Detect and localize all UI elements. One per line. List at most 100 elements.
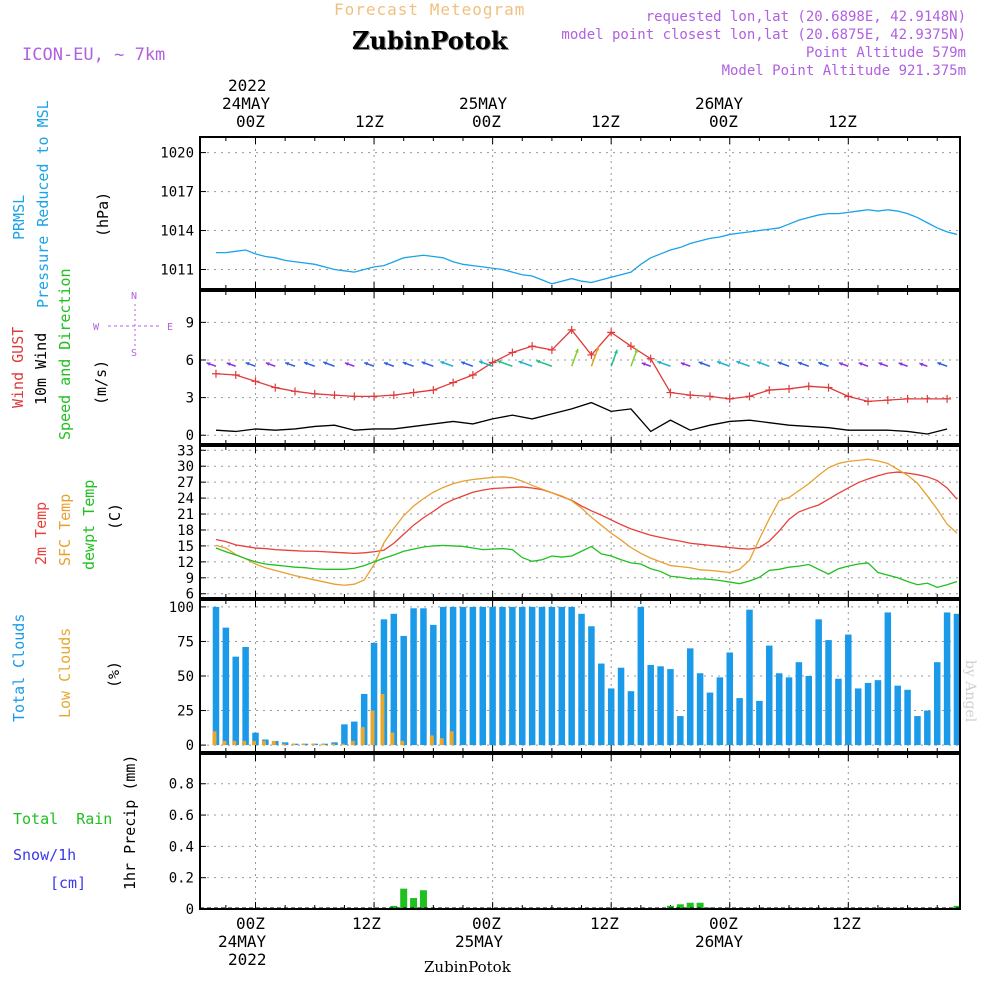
bar-total-clouds: [568, 606, 575, 746]
y-tick-label: 6: [186, 353, 194, 369]
station-name: ZubinPotok: [352, 26, 508, 55]
p3-unit: (C): [106, 503, 124, 530]
wind-arrow-head: [440, 361, 445, 365]
panel-frame: [199, 290, 961, 445]
bar-total-clouds: [469, 606, 477, 746]
bar-total-clouds: [835, 678, 842, 746]
bar-total-clouds: [667, 669, 674, 746]
y-tick-label: 24: [177, 491, 194, 507]
wind-arrow-head: [858, 362, 863, 366]
bar-total-clouds: [341, 724, 348, 746]
gust-point: [488, 358, 497, 367]
wind-arrow-head: [657, 360, 662, 365]
wind-arrow-head: [206, 362, 211, 366]
top-date-2: 25MAY: [459, 94, 508, 113]
bar-total-clouds: [894, 685, 901, 746]
bar-total-clouds: [756, 700, 763, 746]
wind-arrow-head: [797, 361, 802, 366]
wind-arrow-head: [285, 362, 290, 366]
p3-label-b: SFC Temp: [56, 494, 74, 566]
compass-rose: N S W E: [93, 291, 173, 359]
top-year: 2022: [228, 76, 267, 95]
bar-total-clouds: [637, 606, 645, 746]
y-tick-label: 1011: [160, 263, 194, 279]
p2-label-c: Speed and Direction: [56, 268, 74, 440]
bar-low-clouds: [212, 731, 217, 746]
bar-total-clouds: [914, 716, 921, 746]
y-tick-label: 1017: [160, 185, 194, 201]
gust-point: [528, 342, 537, 351]
bar-total-clouds: [499, 606, 506, 746]
bar-total-rain: [419, 890, 427, 909]
wind-arrow-head: [461, 361, 466, 365]
wind-arrow-head: [344, 362, 349, 366]
bar-total-clouds: [479, 606, 486, 746]
gust-point: [429, 386, 438, 395]
top-tick-6: 12Z: [828, 112, 857, 131]
y-tick-label: 9: [186, 571, 194, 587]
chart-title: Forecast Meteogram: [334, 0, 526, 19]
series-line-dewpt-temp: [215, 544, 958, 589]
bar-total-clouds: [884, 612, 892, 746]
gust-point: [943, 394, 952, 403]
y-tick-label: 12: [177, 555, 194, 571]
gust-point: [824, 383, 833, 392]
bar-total-clouds: [845, 634, 852, 746]
model-name: ICON-EU, ~ 7km: [22, 45, 166, 65]
gust-point: [310, 389, 319, 398]
gust-point: [705, 392, 714, 401]
bar-total-rain: [390, 905, 398, 909]
series-line-10m-wind: [215, 401, 948, 435]
gust-point: [883, 396, 892, 405]
p2-label-b: 10m Wind: [32, 333, 50, 405]
wind-arrow-head: [680, 362, 685, 366]
wind-arrow-head: [421, 361, 426, 365]
top-date-1: 24MAY: [222, 94, 271, 113]
bar-low-clouds: [301, 743, 306, 746]
bar-total-clouds: [785, 677, 793, 746]
panel-clouds: 0 25 50 75 100: [169, 599, 961, 754]
gust-point: [785, 384, 794, 393]
panel-frame: [199, 136, 961, 290]
gust-point: [508, 348, 517, 357]
gust-point: [607, 328, 616, 337]
gust-point: [567, 325, 576, 334]
bar-total-clouds: [795, 662, 803, 746]
bar-total-clouds: [864, 682, 872, 746]
top-tick-4: 12Z: [591, 112, 620, 131]
gust-point: [251, 377, 260, 386]
point-altitude: Point Altitude 579m: [805, 45, 966, 61]
wind-arrow-head: [878, 362, 883, 366]
gust-point: [330, 391, 339, 400]
wind-arrow-head: [303, 361, 308, 366]
bar-low-clouds: [311, 743, 316, 746]
gust-point: [903, 394, 912, 403]
bottom-year: 2022: [228, 950, 267, 969]
gust-point: [271, 383, 280, 392]
series-line-wind-gust: [215, 328, 948, 403]
y-tick-label: 0.4: [169, 839, 194, 855]
wind-arrow-head: [757, 361, 761, 365]
panel-precip: 0 0.2 0.4 0.6 0.8: [169, 753, 961, 918]
bar-total-rain: [410, 898, 418, 909]
wind-arrow-head: [364, 362, 369, 366]
gust-point: [468, 371, 477, 380]
bar-total-clouds: [924, 710, 931, 746]
gust-point: [666, 388, 675, 397]
y-tick-label: 0.2: [169, 871, 194, 887]
p3-label-a: 2m Temp: [32, 502, 50, 565]
bar-low-clouds: [242, 740, 247, 746]
wind-arrow-head: [736, 360, 741, 365]
bar-total-rain: [686, 902, 694, 909]
bar-low-clouds: [429, 735, 434, 746]
wind-arrow-head: [919, 362, 924, 367]
bar-total-rain: [676, 904, 684, 909]
bar-total-clouds: [943, 612, 951, 746]
wind-arrow-head: [383, 362, 388, 366]
gust-point: [211, 369, 220, 378]
compass-w: W: [93, 322, 100, 333]
bottom-date-2: 25MAY: [455, 932, 504, 951]
gust-point: [864, 397, 873, 406]
